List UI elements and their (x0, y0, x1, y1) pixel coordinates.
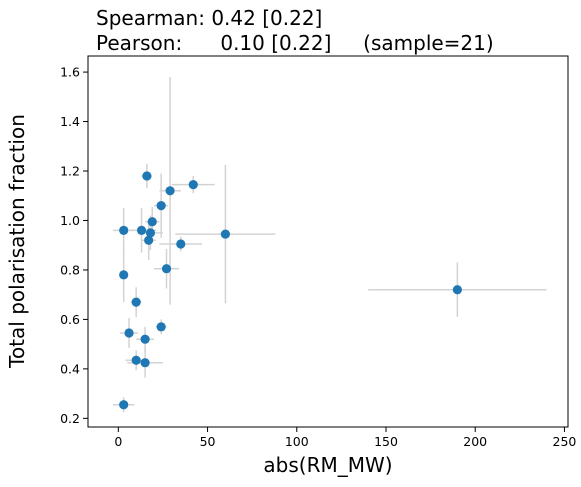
x-axis-ticks: 0 50 100 150 200 250 (114, 427, 576, 449)
data-point-12 (147, 217, 157, 227)
x-tick-label-3: 150 (374, 434, 398, 449)
data-point-2 (119, 270, 129, 280)
data-point-15 (161, 264, 172, 274)
x-tick-label-2: 100 (285, 434, 309, 449)
data-point-16 (165, 186, 175, 196)
data-point-19 (220, 229, 230, 239)
y-tick-label-3: 0.8 (60, 262, 80, 277)
x-tick-label-5: 250 (553, 434, 577, 449)
y-tick-label-5: 1.2 (60, 164, 80, 179)
chart-title-line-2: Pearson: 0.10 [0.22] (sample=21) (96, 31, 494, 55)
data-point-10 (144, 235, 154, 245)
y-tick-label-4: 1.0 (60, 213, 80, 228)
y-tick-label-0: 0.2 (60, 411, 80, 426)
data-point-4 (131, 355, 141, 365)
data-point-3 (124, 328, 134, 338)
plot-area-frame (87, 55, 569, 428)
data-point-14 (156, 201, 166, 211)
data-point-1 (119, 225, 129, 235)
data-point-8 (140, 358, 150, 368)
y-tick-label-2: 0.6 (60, 312, 80, 327)
x-tick-label-1: 50 (200, 434, 216, 449)
data-point-13 (156, 322, 166, 332)
x-tick-label-4: 200 (463, 434, 487, 449)
y-tick-label-7: 1.6 (60, 65, 80, 80)
data-point-20 (452, 285, 462, 295)
data-point-9 (142, 171, 152, 181)
data-point-18 (188, 180, 198, 190)
y-tick-label-1: 0.4 (60, 361, 80, 376)
y-tick-label-6: 1.4 (60, 114, 80, 129)
x-axis-label: abs(RM_MW) (263, 453, 392, 477)
data-point-11 (145, 228, 156, 238)
data-point-0 (119, 400, 129, 410)
data-point-7 (140, 334, 150, 344)
y-axis-label: Total polarisation fraction (5, 114, 29, 369)
chart-title-line-1: Spearman: 0.42 [0.22] (96, 6, 322, 30)
data-point-17 (176, 239, 186, 249)
data-points (119, 171, 462, 410)
data-point-6 (136, 225, 147, 235)
y-axis-ticks: 0.2 0.4 0.6 0.8 1.0 1.2 1.4 1.6 (60, 65, 88, 426)
data-point-5 (131, 297, 141, 307)
x-tick-label-0: 0 (114, 434, 122, 449)
